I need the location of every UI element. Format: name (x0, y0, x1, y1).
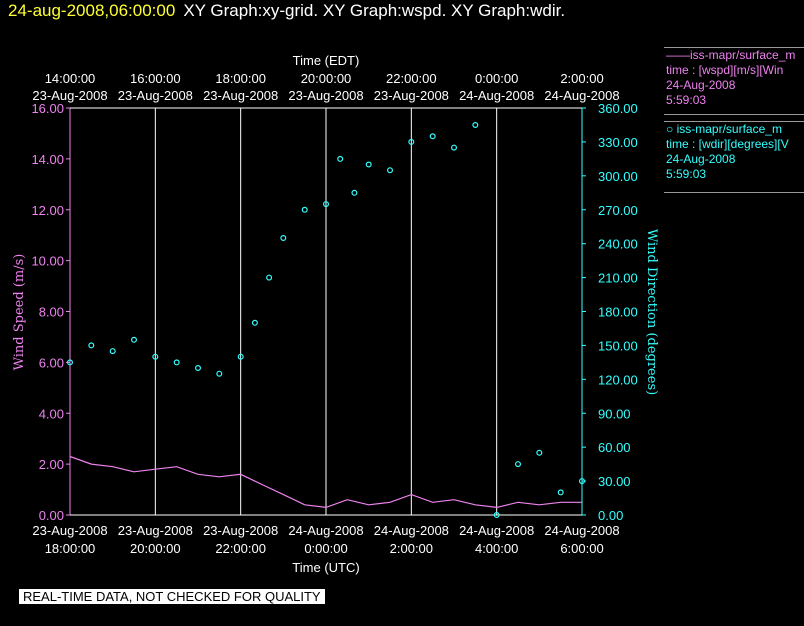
x-tick-label-bottom-time: 6:00:00 (560, 541, 603, 556)
x-tick-label-top-date: 23-Aug-2008 (203, 88, 278, 103)
legend-wdir: ○ iss-mapr/surface_m time : [wdir][degre… (664, 121, 804, 193)
x-tick-label-top-time: 18:00:00 (215, 71, 266, 86)
x-tick-label-bottom-time: 22:00:00 (215, 541, 266, 556)
y-tick-label-right: 330.00 (598, 135, 638, 150)
wdir-point (131, 336, 138, 343)
y-tick-label-left: 0.00 (39, 508, 64, 523)
bottom-axis-title: Time (UTC) (292, 560, 359, 575)
wdir-point (557, 489, 564, 496)
y-tick-label-right: 0.00 (598, 508, 623, 523)
wdir-point (578, 478, 585, 485)
top-axis-title: Time (EDT) (293, 53, 360, 68)
y-tick-label-left: 2.00 (39, 457, 64, 472)
wdir-point (493, 511, 500, 518)
y-tick-label-left: 4.00 (39, 406, 64, 421)
wdir-point (216, 370, 223, 377)
wdir-point (408, 138, 415, 145)
wdir-point (451, 144, 458, 151)
legend-wspd: ——iss-mapr/surface_m time : [wspd][m/s][… (664, 47, 804, 115)
x-tick-label-top-time: 0:00:00 (475, 71, 518, 86)
wdir-point (351, 189, 358, 196)
wdir-point (152, 353, 159, 360)
x-tick-label-bottom-date: 24-Aug-2008 (544, 523, 619, 538)
legend-wspd-line2: time : [wspd][m/s][Win (666, 63, 784, 77)
qc-notice: REAL-TIME DATA, NOT CHECKED FOR QUALITY (19, 589, 325, 604)
wdir-point (301, 206, 308, 213)
wdir-point (472, 121, 479, 128)
legend-wspd-line4: 5:59:03 (666, 93, 707, 107)
y-tick-label-right: 270.00 (598, 203, 638, 218)
x-tick-label-top-time: 14:00:00 (45, 71, 96, 86)
x-tick-label-bottom-date: 24-Aug-2008 (459, 523, 534, 538)
y-tick-label-right: 300.00 (598, 169, 638, 184)
wdir-point (323, 201, 330, 208)
wdir-point (514, 461, 521, 468)
y-tick-label-right: 120.00 (598, 372, 638, 387)
wdir-point (266, 274, 273, 281)
x-tick-label-bottom-time: 0:00:00 (304, 541, 347, 556)
legend-wspd-line3: 24-Aug-2008 (666, 78, 736, 92)
wdir-point (337, 155, 344, 162)
wdir-point (536, 449, 543, 456)
legend-wdir-line4: 5:59:03 (666, 167, 707, 181)
x-tick-label-top-date: 24-Aug-2008 (459, 88, 534, 103)
wdir-point (88, 342, 95, 349)
y-tick-label-left: 10.00 (31, 254, 64, 269)
y-axis-label: Wind Speed (m/s) (12, 254, 27, 371)
wdir-point (365, 161, 372, 168)
x-tick-label-top-time: 20:00:00 (301, 71, 352, 86)
wdir-point (173, 359, 180, 366)
y-tick-label-right: 210.00 (598, 271, 638, 286)
wspd-series-line (69, 455, 582, 509)
x-tick-label-bottom-time: 20:00:00 (130, 541, 181, 556)
x-tick-label-top-date: 23-Aug-2008 (32, 88, 107, 103)
x-tick-label-bottom-time: 2:00:00 (390, 541, 433, 556)
wdir-point (109, 348, 116, 355)
wdir-point (195, 365, 202, 372)
x-tick-label-bottom-date: 23-Aug-2008 (118, 523, 193, 538)
y-tick-label-right: 30.00 (598, 474, 631, 489)
x-tick-label-top-date: 24-Aug-2008 (544, 88, 619, 103)
y-tick-label-left: 6.00 (39, 355, 64, 370)
wdir-point (237, 353, 244, 360)
y-tick-label-left: 16.00 (31, 101, 64, 116)
x-tick-label-top-time: 22:00:00 (386, 71, 437, 86)
x-tick-label-top-time: 16:00:00 (130, 71, 181, 86)
x-tick-label-bottom-time: 18:00:00 (45, 541, 96, 556)
header: 24-aug-2008,06:00:00 XY Graph:xy-grid. XY… (8, 1, 565, 21)
legend-wdir-line2: time : [wdir][degrees][V (666, 137, 789, 151)
y-tick-label-right: 90.00 (598, 406, 631, 421)
wdir-point (280, 235, 287, 242)
header-timestamp: 24-aug-2008,06:00:00 (8, 1, 176, 20)
x-tick-label-bottom-date: 23-Aug-2008 (32, 523, 107, 538)
x-tick-label-top-date: 23-Aug-2008 (288, 88, 363, 103)
wdir-point (66, 359, 73, 366)
x-tick-label-top-date: 23-Aug-2008 (374, 88, 449, 103)
y-tick-label-right: 360.00 (598, 101, 638, 116)
y-tick-label-right: 240.00 (598, 237, 638, 252)
y-tick-label-right: 150.00 (598, 338, 638, 353)
y-tick-label-right: 180.00 (598, 305, 638, 320)
legend-wdir-line3: 24-Aug-2008 (666, 152, 736, 166)
x-tick-label-top-date: 23-Aug-2008 (118, 88, 193, 103)
x-tick-label-bottom-date: 24-Aug-2008 (288, 523, 363, 538)
legend-wspd-line1: ——iss-mapr/surface_m (666, 48, 796, 62)
y2-axis-label: Wind Direction (degrees) (644, 229, 659, 395)
x-tick-label-bottom-date: 23-Aug-2008 (203, 523, 278, 538)
legend-wdir-line1: ○ iss-mapr/surface_m (666, 122, 782, 136)
x-tick-label-top-time: 2:00:00 (560, 71, 603, 86)
y-tick-label-right: 60.00 (598, 440, 631, 455)
x-tick-label-bottom-time: 4:00:00 (475, 541, 518, 556)
wdir-point (251, 319, 258, 326)
y-tick-label-left: 14.00 (31, 152, 64, 167)
wdir-point (387, 167, 394, 174)
y-tick-label-left: 8.00 (39, 305, 64, 320)
wdir-point (429, 133, 436, 140)
x-tick-label-bottom-date: 24-Aug-2008 (374, 523, 449, 538)
header-titles: XY Graph:xy-grid. XY Graph:wspd. XY Grap… (183, 1, 566, 20)
y-tick-label-left: 12.00 (31, 203, 64, 218)
